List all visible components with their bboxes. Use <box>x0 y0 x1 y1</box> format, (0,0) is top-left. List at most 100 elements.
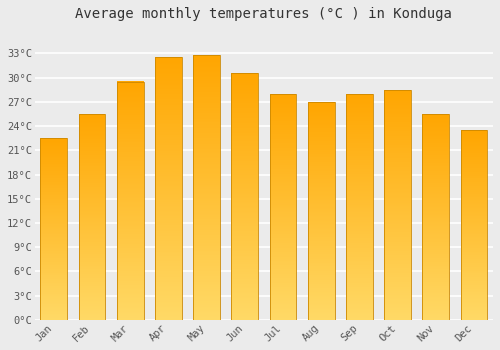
Bar <box>422 124 449 125</box>
Bar <box>346 120 372 121</box>
Bar <box>155 161 182 162</box>
Bar <box>270 132 296 133</box>
Bar <box>40 161 67 162</box>
Bar <box>232 119 258 120</box>
Bar <box>232 232 258 234</box>
Bar <box>78 301 106 302</box>
Bar <box>78 141 106 142</box>
Bar <box>270 222 296 223</box>
Bar <box>155 78 182 80</box>
Bar <box>346 211 372 212</box>
Bar <box>117 237 143 238</box>
Bar <box>384 177 411 178</box>
Bar <box>193 122 220 124</box>
Bar <box>155 98 182 99</box>
Bar <box>40 220 67 221</box>
Bar <box>308 168 334 169</box>
Bar <box>422 142 449 143</box>
Bar <box>40 214 67 215</box>
Bar <box>308 233 334 234</box>
Bar <box>460 152 487 153</box>
Bar <box>270 154 296 155</box>
Bar <box>78 306 106 307</box>
Bar <box>460 312 487 313</box>
Bar <box>117 132 143 133</box>
Bar <box>422 228 449 229</box>
Bar <box>460 151 487 152</box>
Bar <box>460 195 487 196</box>
Bar <box>155 184 182 186</box>
Bar <box>193 172 220 173</box>
Bar <box>384 305 411 306</box>
Bar <box>232 261 258 262</box>
Bar <box>193 197 220 198</box>
Bar <box>460 241 487 242</box>
Bar <box>193 186 220 188</box>
Bar <box>460 218 487 219</box>
Bar <box>117 273 143 275</box>
Bar <box>270 288 296 289</box>
Bar <box>270 161 296 163</box>
Bar <box>384 303 411 304</box>
Bar <box>155 140 182 141</box>
Bar <box>270 115 296 116</box>
Bar <box>232 123 258 124</box>
Bar <box>232 146 258 147</box>
Bar <box>308 239 334 240</box>
Bar <box>422 181 449 182</box>
Bar <box>117 172 143 173</box>
Bar <box>270 136 296 138</box>
Bar <box>460 161 487 162</box>
Bar <box>193 57 220 59</box>
Bar <box>384 289 411 290</box>
Bar <box>117 96 143 97</box>
Bar <box>460 139 487 140</box>
Bar <box>384 186 411 188</box>
Bar <box>155 100 182 102</box>
Bar <box>384 94 411 96</box>
Bar <box>422 211 449 212</box>
Bar <box>155 215 182 216</box>
Bar <box>155 276 182 278</box>
Bar <box>346 169 372 170</box>
Bar <box>384 167 411 168</box>
Bar <box>193 85 220 87</box>
Bar <box>346 258 372 259</box>
Bar <box>270 292 296 293</box>
Bar <box>117 251 143 252</box>
Bar <box>155 273 182 274</box>
Bar <box>308 299 334 300</box>
Bar <box>270 237 296 238</box>
Bar <box>460 162 487 163</box>
Bar <box>40 156 67 157</box>
Bar <box>117 270 143 271</box>
Bar <box>270 159 296 160</box>
Bar <box>155 280 182 282</box>
Bar <box>78 210 106 211</box>
Bar <box>117 121 143 122</box>
Bar <box>78 197 106 198</box>
Bar <box>78 147 106 148</box>
Bar <box>460 267 487 268</box>
Bar <box>422 209 449 210</box>
Bar <box>232 313 258 314</box>
Bar <box>422 212 449 213</box>
Bar <box>78 257 106 258</box>
Bar <box>308 136 334 138</box>
Bar <box>193 259 220 260</box>
Bar <box>308 311 334 312</box>
Bar <box>270 244 296 245</box>
Bar <box>78 260 106 261</box>
Bar <box>193 84 220 85</box>
Bar <box>270 100 296 101</box>
Bar <box>232 74 258 320</box>
Bar <box>346 295 372 296</box>
Bar <box>155 295 182 296</box>
Bar <box>460 148 487 149</box>
Bar <box>193 266 220 267</box>
Bar <box>460 288 487 289</box>
Bar <box>422 245 449 246</box>
Bar <box>193 303 220 304</box>
Bar <box>422 206 449 208</box>
Bar <box>232 252 258 253</box>
